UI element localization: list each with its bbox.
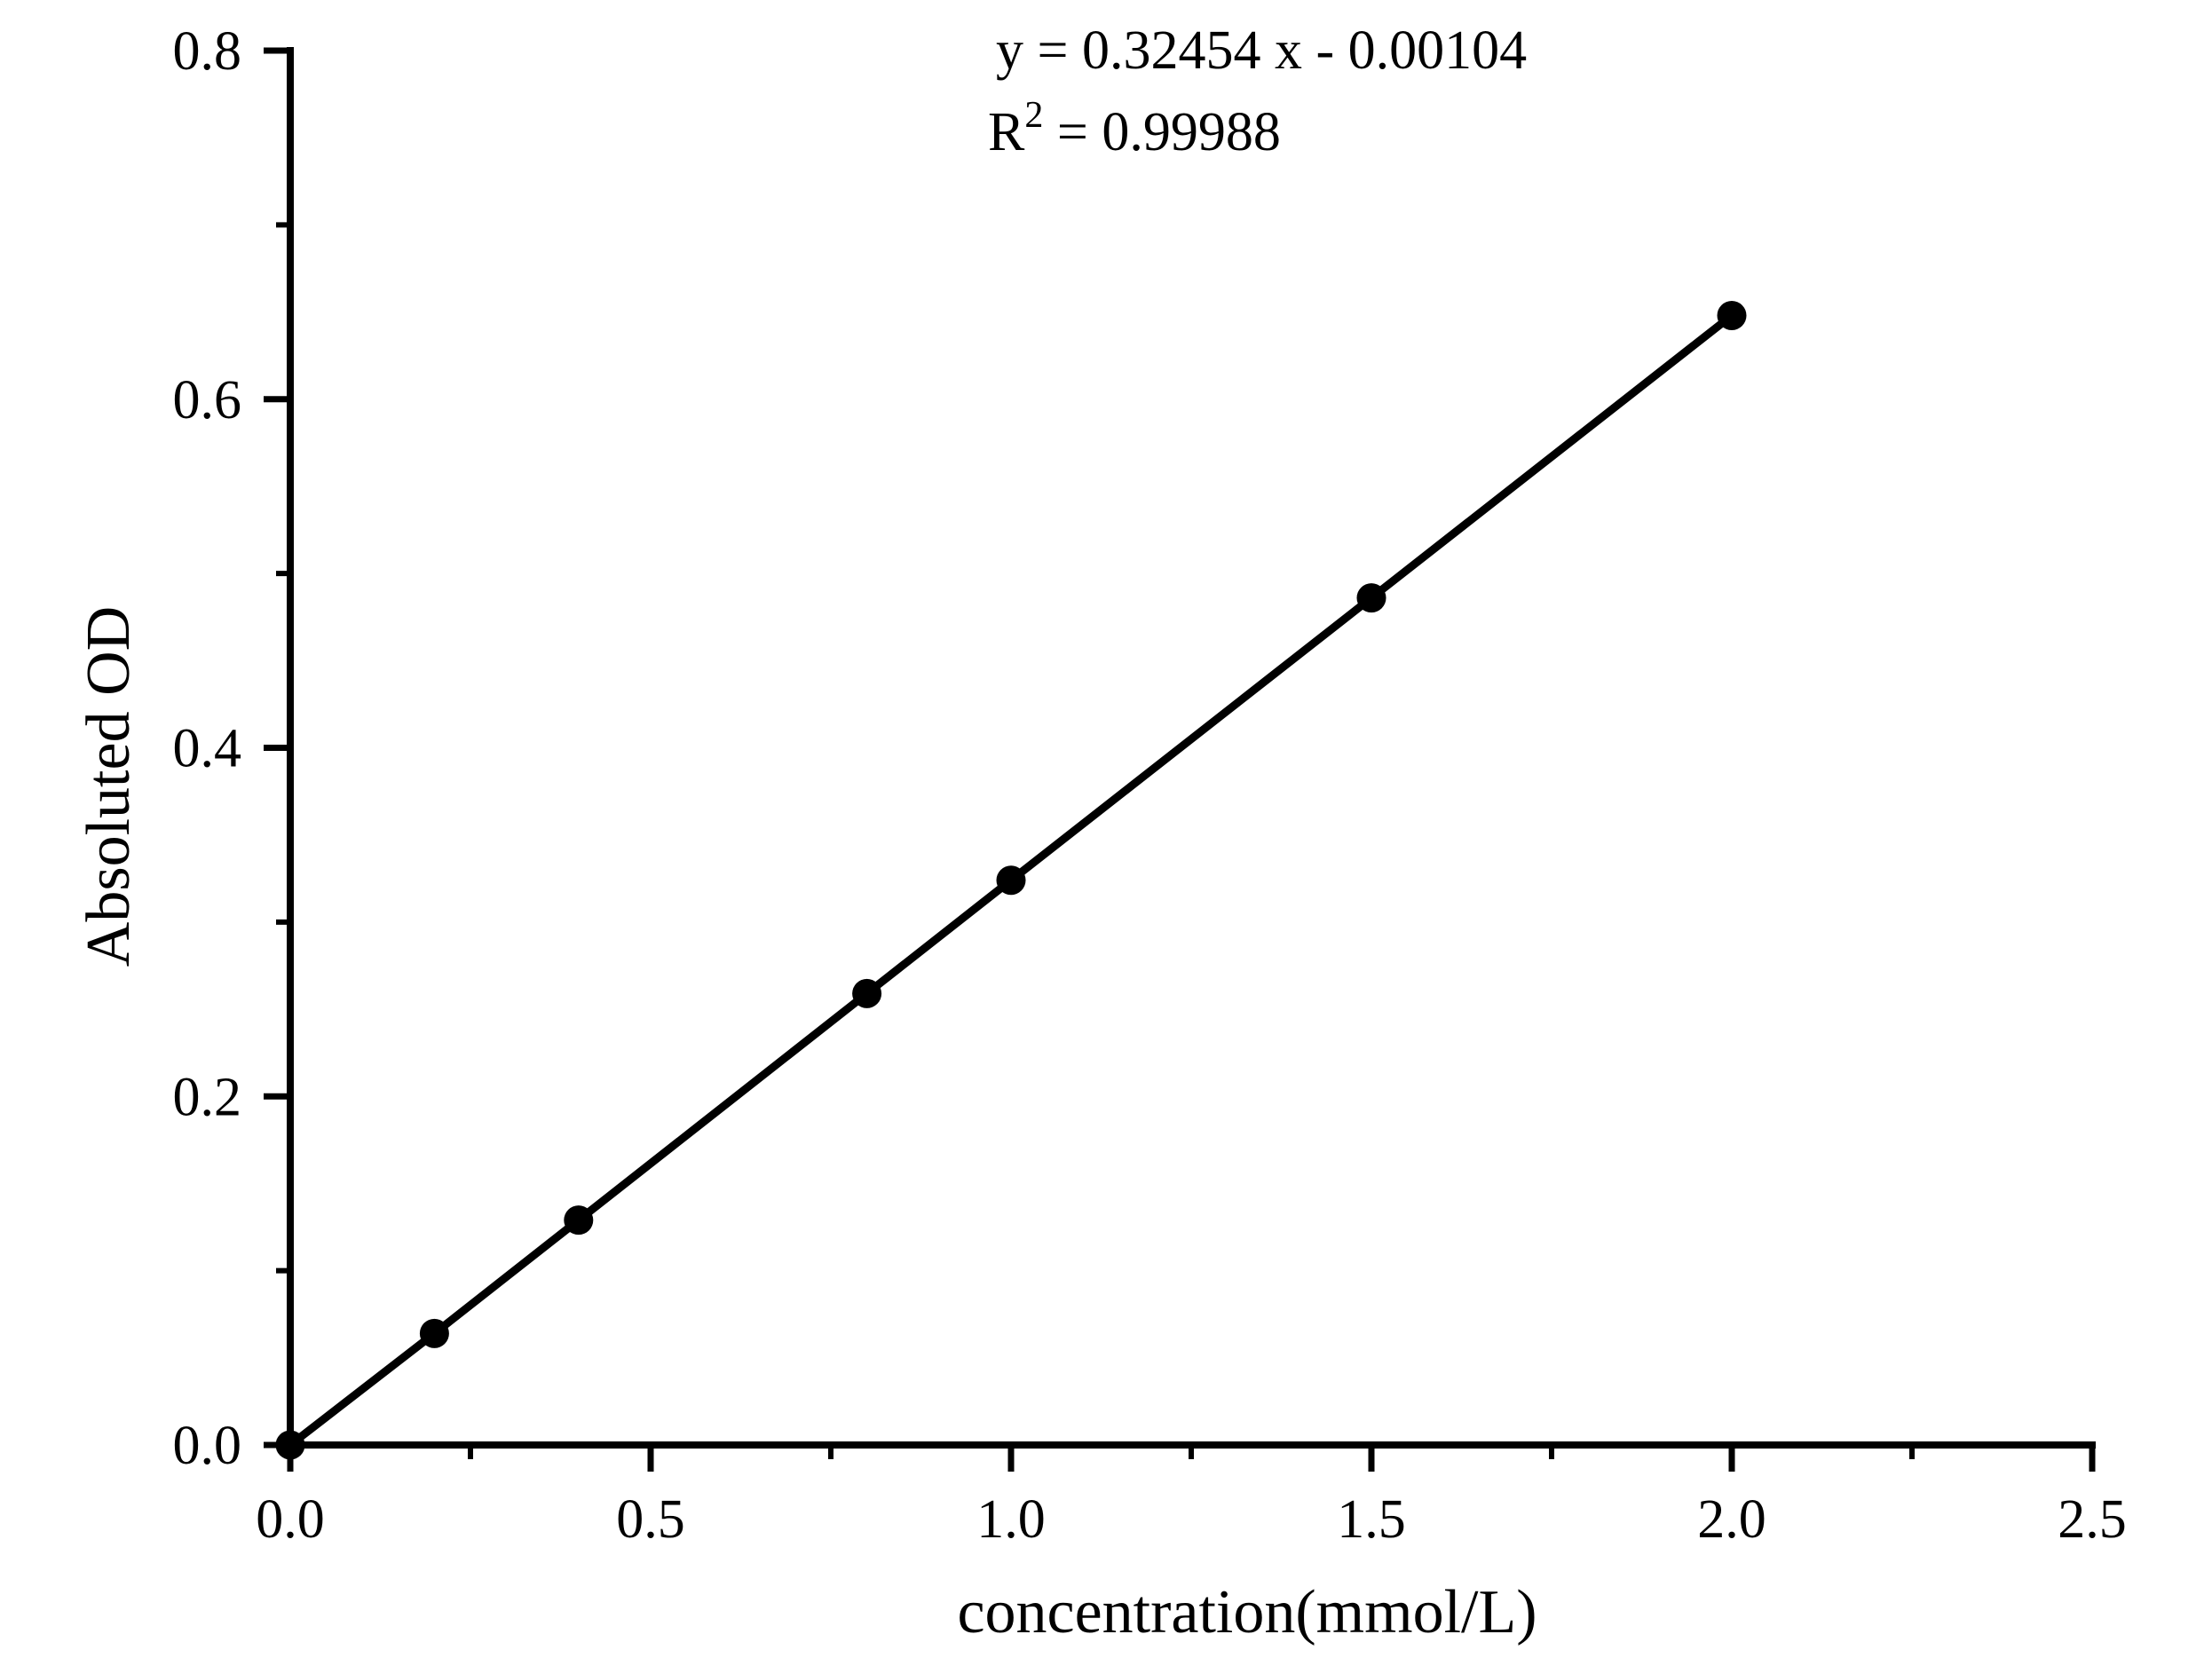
data-point	[419, 1318, 449, 1348]
r-squared-value: = 0.99988	[1043, 102, 1281, 162]
y-tick-label: 0.0	[173, 1416, 242, 1476]
x-axis-title: concentration(mmol/L)	[957, 1578, 1537, 1646]
y-tick-label: 0.6	[173, 370, 242, 430]
r-squared-annotation: R2 = 0.99988	[988, 97, 1281, 162]
x-tick-label: 2.5	[2058, 1489, 2127, 1550]
data-point	[1717, 300, 1747, 330]
x-tick-label: 2.0	[1697, 1489, 1766, 1550]
y-tick-label: 0.2	[173, 1067, 242, 1127]
data-point	[564, 1205, 594, 1236]
y-tick-label: 0.4	[173, 719, 242, 779]
data-point	[275, 1430, 305, 1460]
r-squared-symbol: R	[988, 102, 1025, 162]
r-squared-exponent: 2	[1024, 94, 1044, 136]
y-axis-title: Absoluted OD	[75, 605, 143, 967]
y-tick-label: 0.8	[173, 21, 242, 82]
x-tick-label: 0.5	[616, 1489, 685, 1550]
data-point	[996, 865, 1026, 896]
x-tick-label: 0.0	[256, 1489, 325, 1550]
x-tick-label: 1.0	[976, 1489, 1046, 1550]
data-point	[1356, 583, 1386, 613]
x-tick-label: 1.5	[1337, 1489, 1406, 1550]
fit-equation-text: y = 0.32454 x - 0.00104	[996, 20, 1528, 81]
data-point	[852, 978, 882, 1008]
